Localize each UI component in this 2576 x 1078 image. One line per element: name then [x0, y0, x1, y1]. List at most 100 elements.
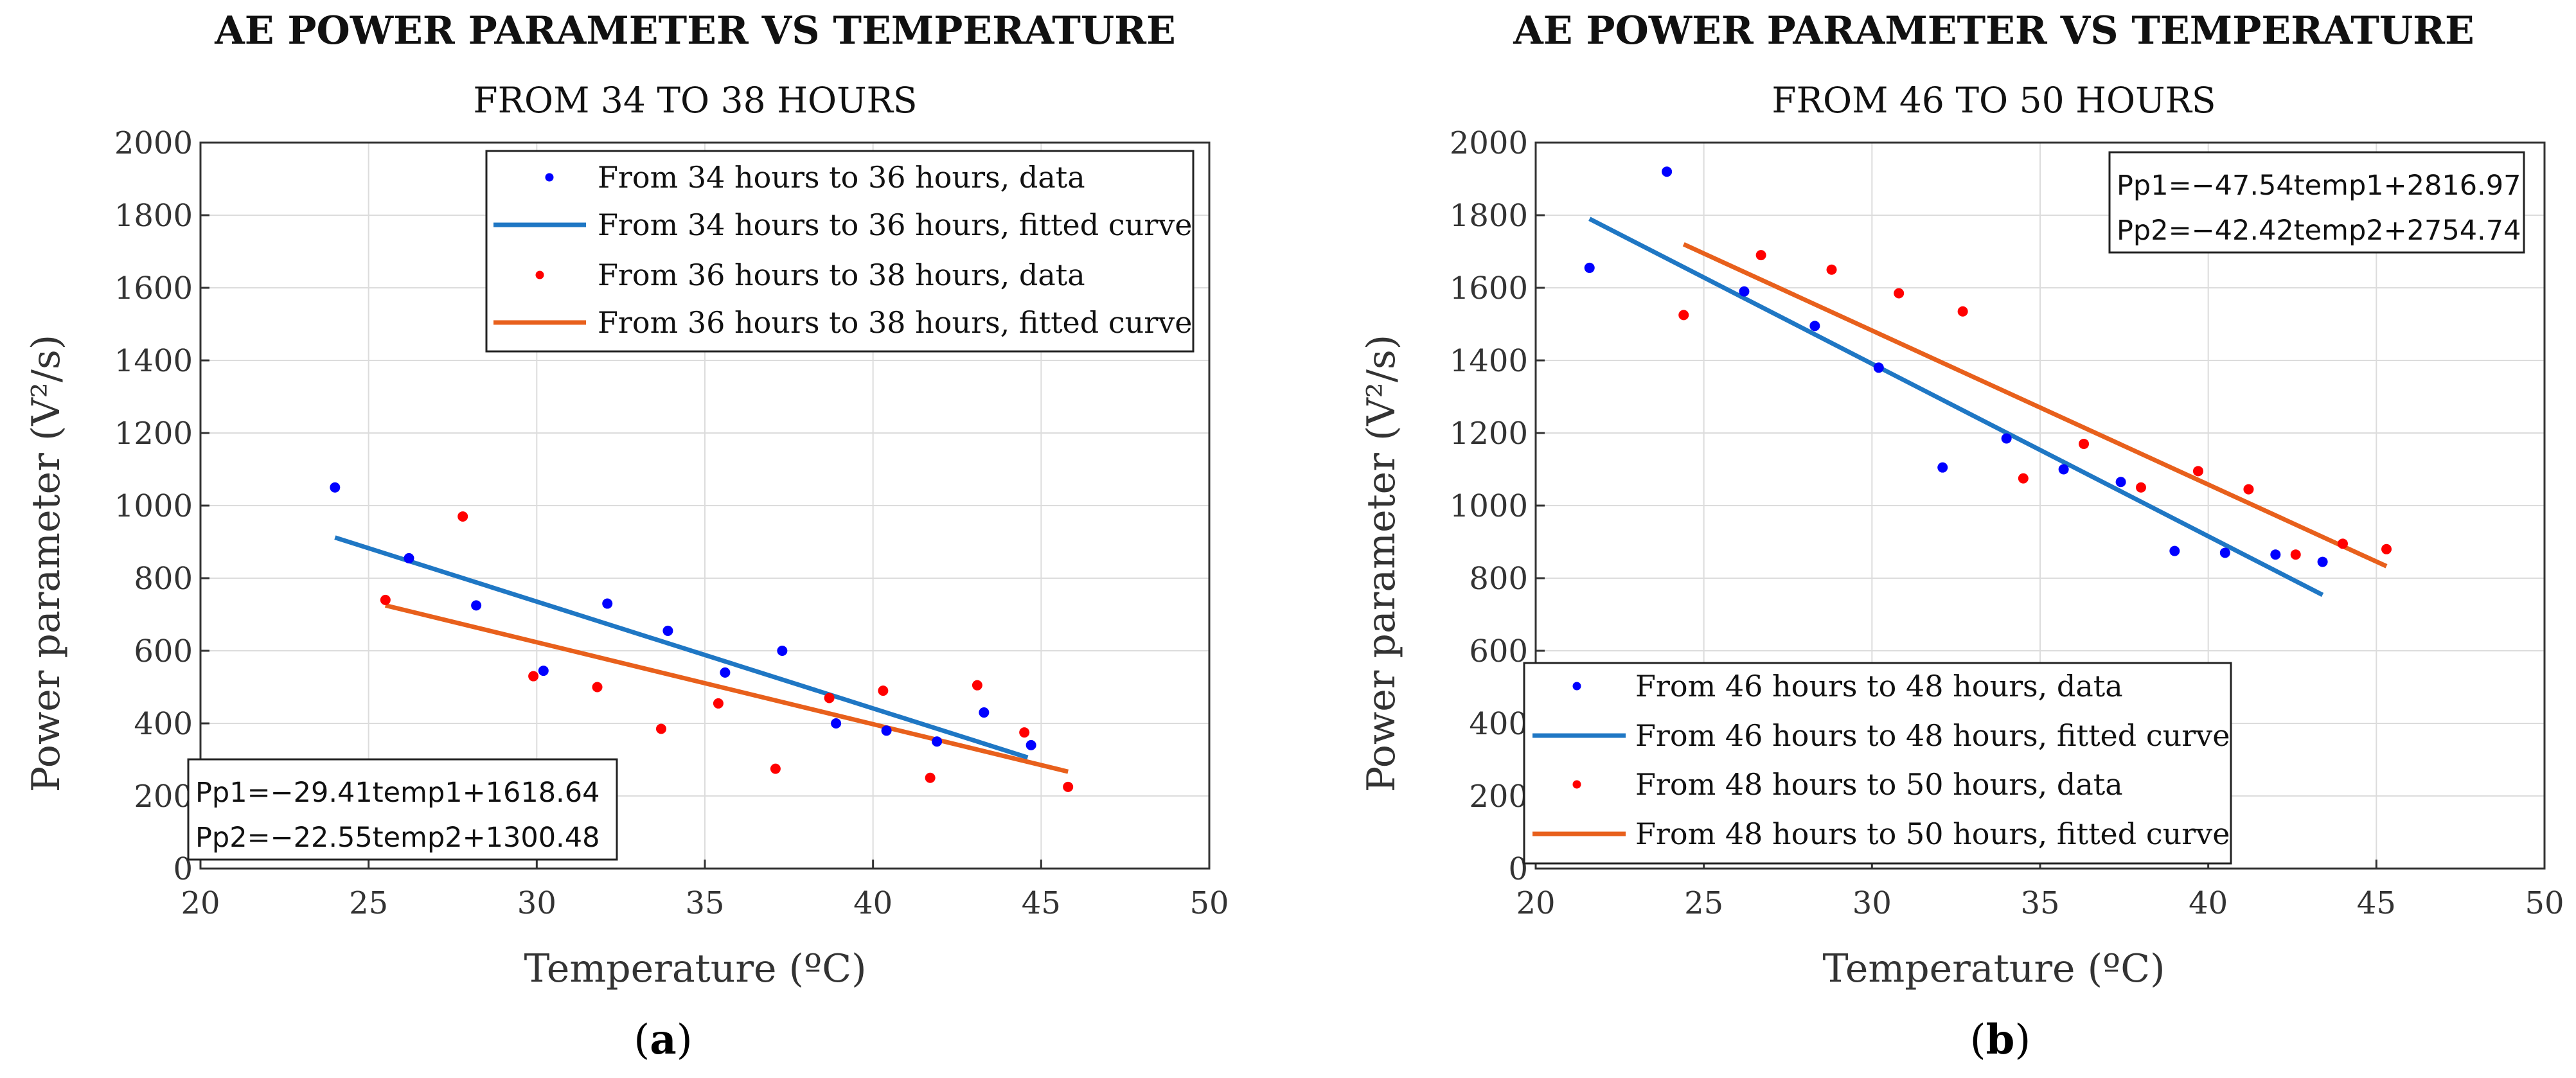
legend-label: From 34 hours to 36 hours, fitted curve — [598, 208, 1192, 242]
x-tick-label: 20 — [1516, 885, 1555, 921]
data-point — [1739, 286, 1750, 297]
x-tick-label: 35 — [2020, 885, 2059, 921]
legend-marker-data-34-36 — [545, 173, 554, 182]
equation-1: Pp1=−29.41temp1+1618.64 — [195, 777, 600, 809]
data-point — [2058, 464, 2069, 475]
y-tick-label: 1400 — [114, 343, 193, 379]
data-point — [662, 625, 673, 636]
x-tick-label: 30 — [1852, 885, 1892, 921]
chart-panel-b: AE POWER PARAMETER VS TEMPERATURE FROM 4… — [1359, 8, 2564, 1064]
legend-label: From 46 hours to 48 hours, fitted curve — [1635, 718, 2230, 753]
data-point — [713, 698, 724, 709]
legend-label: From 34 hours to 36 hours, data — [598, 160, 1085, 195]
data-point — [979, 707, 990, 718]
x-tick-label: 40 — [2189, 885, 2228, 921]
y-tick-label: 1600 — [114, 270, 193, 306]
data-point — [831, 718, 842, 729]
data-point — [1662, 166, 1673, 177]
data-point — [1957, 306, 1968, 317]
x-tick-label: 30 — [517, 885, 556, 921]
data-point — [2115, 477, 2126, 488]
data-point — [1019, 727, 1030, 738]
data-point — [457, 511, 468, 522]
data-point — [2169, 545, 2180, 556]
legend-label: From 48 hours to 50 hours, fitted curve — [1635, 817, 2230, 851]
data-point — [1026, 739, 1036, 750]
data-point — [602, 598, 613, 609]
data-point — [2243, 484, 2254, 495]
legend-marker-data-36-38 — [535, 270, 544, 279]
data-point — [777, 646, 788, 656]
data-point — [330, 482, 341, 493]
chart-subtitle: FROM 46 TO 50 HOURS — [1772, 80, 2216, 121]
data-point — [972, 680, 982, 691]
x-tick-label: 20 — [181, 885, 220, 921]
data-point — [720, 667, 731, 678]
equation-2: Pp2=−22.55temp2+1300.48 — [195, 822, 600, 854]
data-point — [2018, 473, 2029, 484]
x-tick-label: 35 — [685, 885, 724, 921]
data-point — [528, 671, 539, 682]
y-tick-label: 200 — [134, 779, 193, 815]
y-axis-label: Power parameter (V²/s) — [24, 335, 69, 792]
x-tick-label: 25 — [349, 885, 388, 921]
y-tick-label: 800 — [134, 561, 193, 597]
chart-title: AE POWER PARAMETER VS TEMPERATURE — [1513, 8, 2474, 53]
y-tick-label: 1800 — [1450, 198, 1528, 234]
y-tick-label: 400 — [134, 706, 193, 742]
y-tick-label: 400 — [1469, 706, 1528, 742]
x-axis-label: Temperature (ºC) — [524, 946, 866, 991]
data-point — [1894, 288, 1905, 299]
legend: From 34 hours to 36 hours, data From 34 … — [485, 150, 1195, 353]
data-point — [380, 594, 391, 605]
panel-caption-b: (b) — [1970, 1016, 2031, 1064]
fit-line — [334, 535, 1029, 760]
fit-line — [1588, 216, 2324, 597]
legend-box — [1523, 662, 2232, 865]
y-tick-label: 600 — [1469, 633, 1528, 669]
equation-box: Pp1=−29.41temp1+1618.64 Pp2=−22.55temp2+… — [187, 758, 618, 861]
data-point — [1678, 310, 1689, 321]
y-tick-label: 1000 — [1450, 488, 1528, 524]
data-point — [824, 693, 835, 703]
y-tick-label: 2000 — [1450, 125, 1528, 161]
y-tick-label: 1200 — [1450, 416, 1528, 452]
data-point — [2338, 538, 2348, 549]
data-point — [2270, 549, 2281, 560]
y-tick-label: 1000 — [114, 488, 193, 524]
y-tick-label: 1200 — [114, 416, 193, 452]
data-point — [770, 763, 781, 774]
legend-box — [485, 150, 1195, 353]
legend-label: From 36 hours to 38 hours, fitted curve — [598, 305, 1192, 340]
chart-panel-a: AE POWER PARAMETER VS TEMPERATURE FROM 3… — [24, 8, 1229, 1064]
legend-label: From 46 hours to 48 hours, data — [1635, 669, 2123, 703]
data-point — [1584, 262, 1595, 273]
data-point — [2136, 482, 2146, 493]
equation-box-frame — [187, 758, 618, 861]
equation-box-frame — [2108, 151, 2525, 254]
x-tick-label: 25 — [1684, 885, 1723, 921]
data-point — [1809, 321, 1820, 331]
data-point — [1873, 362, 1884, 373]
data-point — [2219, 547, 2230, 558]
data-point — [2317, 556, 2328, 567]
y-tick-label: 800 — [1469, 561, 1528, 597]
legend-label: From 36 hours to 38 hours, data — [598, 258, 1085, 292]
data-point — [1937, 462, 1948, 473]
data-point — [2079, 438, 2090, 449]
data-point — [2381, 543, 2392, 554]
y-axis-label: Power parameter (V²/s) — [1359, 335, 1404, 792]
data-point — [2192, 466, 2203, 477]
x-tick-label: 50 — [2525, 885, 2564, 921]
data-point — [2290, 549, 2301, 560]
fit-line — [385, 603, 1069, 774]
data-point — [538, 666, 549, 676]
legend: From 46 hours to 48 hours, data From 46 … — [1523, 662, 2232, 865]
y-tick-label: 600 — [134, 633, 193, 669]
data-point — [1063, 781, 1074, 792]
data-point — [878, 685, 889, 696]
legend-marker-data-46-48 — [1572, 682, 1581, 691]
fit-line — [1682, 242, 2388, 569]
equation-2: Pp2=−42.42temp2+2754.74 — [2117, 215, 2521, 247]
data-point — [932, 736, 943, 747]
